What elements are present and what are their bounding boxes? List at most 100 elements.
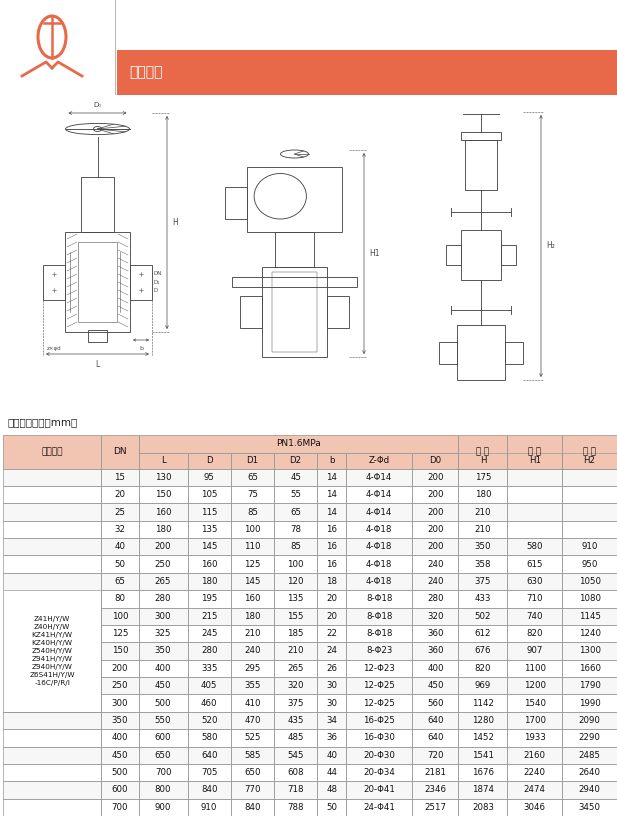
Bar [412, 677, 458, 694]
Bar [274, 468, 317, 486]
Text: 120: 120 [288, 577, 304, 586]
Bar [412, 730, 458, 747]
Bar [507, 712, 562, 730]
Bar [317, 486, 346, 503]
Bar [274, 538, 317, 556]
Bar [317, 659, 346, 677]
Text: 45: 45 [290, 472, 301, 481]
Text: 145: 145 [201, 543, 217, 552]
Text: 280: 280 [427, 594, 444, 603]
Text: DN: DN [154, 271, 162, 276]
Text: 4-Φ14: 4-Φ14 [366, 472, 392, 481]
Bar [139, 642, 188, 659]
Bar [101, 694, 139, 712]
Text: 160: 160 [201, 560, 217, 569]
Bar [188, 659, 231, 677]
Bar [231, 486, 274, 503]
Text: 580: 580 [526, 543, 543, 552]
Text: DN: DN [113, 447, 126, 456]
Bar [317, 468, 346, 486]
Bar [346, 747, 412, 764]
Text: 14: 14 [326, 508, 337, 517]
Bar [139, 642, 188, 659]
Bar [139, 781, 188, 799]
Bar [101, 642, 139, 659]
Text: 175: 175 [474, 472, 491, 481]
Bar [188, 677, 231, 694]
Bar [346, 799, 412, 816]
Text: D₁: D₁ [154, 280, 160, 285]
Bar [412, 453, 458, 468]
Bar [562, 556, 617, 573]
Text: 2290: 2290 [579, 734, 600, 743]
Bar [562, 694, 617, 712]
Bar [274, 590, 317, 608]
Bar [507, 764, 562, 781]
Bar [562, 453, 617, 468]
Text: 1300: 1300 [579, 646, 600, 655]
Bar [101, 435, 139, 468]
Bar [101, 503, 139, 521]
Text: 788: 788 [288, 803, 304, 812]
Bar [231, 747, 274, 764]
Bar [231, 521, 274, 538]
Text: 20-Φ30: 20-Φ30 [363, 751, 395, 760]
Bar [188, 730, 231, 747]
Bar [3, 642, 101, 659]
Text: 2517: 2517 [424, 803, 447, 812]
Text: 240: 240 [427, 560, 444, 569]
Bar [507, 521, 562, 538]
Text: 1933: 1933 [524, 734, 546, 743]
Text: 705: 705 [201, 768, 217, 777]
Text: 400: 400 [155, 664, 172, 673]
Text: 435: 435 [288, 716, 304, 725]
Bar [274, 486, 317, 503]
Text: 16: 16 [326, 543, 337, 552]
Bar [562, 781, 617, 799]
Text: 75: 75 [247, 490, 258, 499]
Text: 215: 215 [201, 612, 217, 621]
Bar [101, 573, 139, 590]
Bar [346, 764, 412, 781]
Text: 100: 100 [244, 525, 260, 534]
Bar [458, 677, 507, 694]
Text: 1990: 1990 [579, 698, 600, 707]
Bar [274, 799, 317, 816]
Bar [317, 453, 346, 468]
Bar [458, 747, 507, 764]
Bar [346, 677, 412, 694]
Bar [3, 486, 101, 503]
Bar [272, 272, 317, 352]
Bar [458, 590, 507, 608]
Bar [507, 747, 562, 764]
Text: 180: 180 [201, 577, 217, 586]
Text: 800: 800 [155, 786, 172, 795]
Bar [317, 503, 346, 521]
Text: 300: 300 [155, 612, 172, 621]
Bar [274, 730, 317, 747]
Bar [458, 642, 507, 659]
Bar [346, 538, 412, 556]
Bar [507, 608, 562, 625]
Bar [562, 642, 617, 659]
Bar [507, 694, 562, 712]
Bar [101, 642, 139, 659]
Bar [101, 521, 139, 538]
Text: D2: D2 [289, 456, 302, 465]
Bar [412, 486, 458, 503]
Bar [461, 230, 501, 280]
Text: 1540: 1540 [524, 698, 546, 707]
Bar [231, 694, 274, 712]
Bar [78, 242, 117, 322]
Bar [231, 503, 274, 521]
Bar [139, 503, 188, 521]
Bar [317, 659, 346, 677]
Bar [188, 556, 231, 573]
Bar [346, 659, 412, 677]
Bar [562, 521, 617, 538]
Bar [317, 730, 346, 747]
Bar [188, 573, 231, 590]
Bar [412, 625, 458, 642]
Text: 产品型号: 产品型号 [41, 447, 63, 456]
Bar [412, 590, 458, 608]
